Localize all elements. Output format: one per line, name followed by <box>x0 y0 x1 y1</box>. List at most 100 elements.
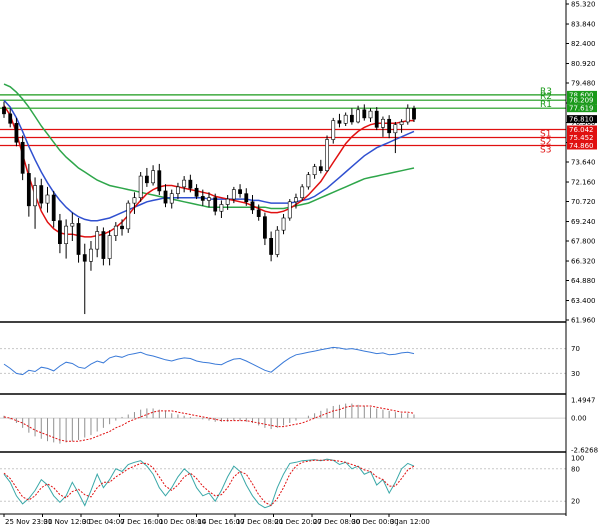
level-price-box <box>567 141 597 150</box>
candle-body <box>306 174 311 188</box>
x-tick-label: 21 Dec 20:00 <box>275 518 322 526</box>
candle <box>275 226 280 258</box>
candle <box>113 222 118 241</box>
level-label-s3: S3 <box>540 145 551 155</box>
candle-body <box>120 225 124 230</box>
candle-body <box>107 235 112 259</box>
candle <box>269 231 274 262</box>
candle-body <box>176 186 180 194</box>
candle-body <box>169 193 174 204</box>
candle <box>250 195 255 214</box>
candle-body <box>374 110 379 128</box>
candle-body <box>8 113 13 124</box>
candle <box>89 241 93 271</box>
candle-body <box>256 209 261 217</box>
candle-body <box>113 225 118 236</box>
level-price-text: 76.042 <box>569 126 594 134</box>
candle <box>163 184 168 208</box>
osc2-tick-label: 0.00 <box>571 415 587 423</box>
candle-body <box>194 187 199 197</box>
candle <box>132 192 137 214</box>
candle <box>95 226 100 258</box>
candle <box>225 195 230 210</box>
y-tick-label: 72.160 <box>571 179 596 187</box>
candle <box>238 184 242 198</box>
candle <box>405 104 410 125</box>
x-tick-label: 3 Jan 12:00 <box>390 518 430 526</box>
candle-body <box>381 118 385 128</box>
y-tick-label: 64.880 <box>571 277 596 285</box>
last-price-box <box>567 115 597 124</box>
candle-body <box>225 198 230 205</box>
x-tick-label: 3 Dec 04:00 <box>82 518 125 526</box>
candle <box>349 108 354 125</box>
candle-body <box>89 248 93 262</box>
y-tick-label: 73.640 <box>571 159 596 167</box>
candle-body <box>263 216 267 239</box>
candle <box>207 192 211 208</box>
stoch-tick-label: 80 <box>571 465 580 473</box>
candle-body <box>287 201 292 219</box>
candle-body <box>318 166 323 171</box>
candle <box>287 199 292 221</box>
level-price-box <box>567 104 597 113</box>
candle <box>14 117 19 147</box>
candle-body <box>412 108 416 120</box>
x-tick-label: 25 Nov 23:01 <box>5 518 52 526</box>
candle-body <box>101 231 106 259</box>
y-tick-label: 85.320 <box>571 1 596 9</box>
candle <box>362 104 367 121</box>
candle-body <box>349 114 354 123</box>
x-tick-label: 14 Dec 16:00 <box>198 518 245 526</box>
candle <box>20 135 25 181</box>
y-tick-label: 83.840 <box>571 21 596 29</box>
candle <box>182 176 187 193</box>
candle-body <box>138 175 143 199</box>
candle <box>306 172 311 190</box>
candle-body <box>250 201 255 211</box>
candle-body <box>58 220 62 245</box>
candle-body <box>325 139 329 171</box>
stoch-signal-line <box>3 459 415 507</box>
candle-body <box>182 179 187 188</box>
candle-body <box>64 225 69 245</box>
candle <box>263 212 267 246</box>
candle-body <box>331 120 336 140</box>
candle <box>312 163 317 179</box>
candle-body <box>70 223 75 227</box>
candle-body <box>387 118 392 134</box>
candle-body <box>200 196 205 201</box>
candle <box>393 121 398 154</box>
candle-body <box>126 202 131 230</box>
grid-lines <box>0 321 566 515</box>
candle-body <box>144 175 149 184</box>
ma-slow-line <box>3 83 415 210</box>
candle-body <box>76 223 81 255</box>
candle-body <box>231 189 236 200</box>
candle-body <box>312 166 317 176</box>
candle <box>101 227 106 266</box>
candle-body <box>95 231 100 250</box>
candle-body <box>157 170 162 192</box>
level-price-text: 78.600 <box>569 91 594 99</box>
y-tick-label: 67.800 <box>571 238 596 246</box>
candle-body <box>2 106 6 115</box>
candle-body <box>393 124 398 134</box>
candle <box>200 189 205 206</box>
candle-body <box>405 108 410 123</box>
osc2-signal-line <box>3 405 415 442</box>
stoch-tick-label: 20 <box>571 498 580 506</box>
candle <box>176 182 180 200</box>
candle <box>157 163 162 196</box>
stochastic-panel <box>0 458 566 509</box>
candle <box>318 159 323 174</box>
candle-body <box>82 254 87 262</box>
y-tick-label: 80.920 <box>571 60 596 68</box>
level-label-s2: S2 <box>540 137 551 147</box>
candle <box>70 212 75 241</box>
candle <box>151 165 155 186</box>
level-price-box <box>567 125 597 134</box>
